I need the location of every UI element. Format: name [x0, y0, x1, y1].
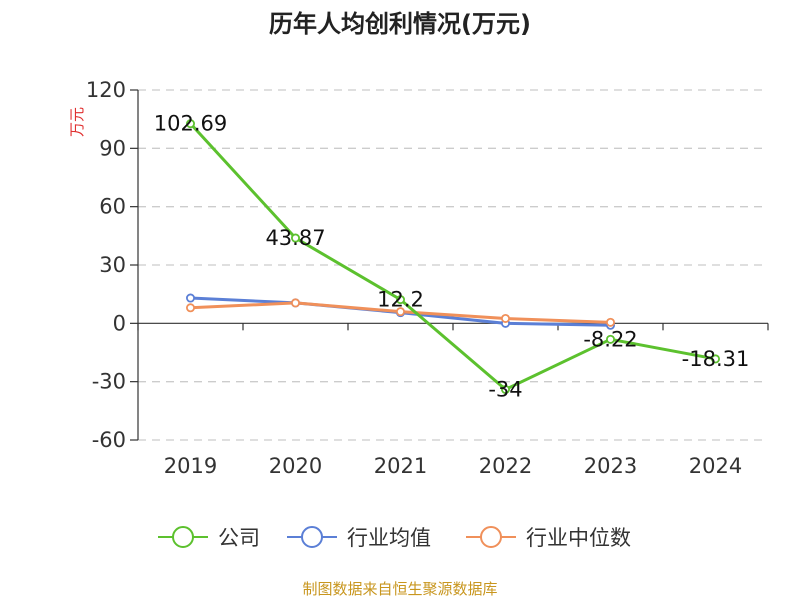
data-label: -18.31	[682, 347, 750, 371]
data-point	[395, 307, 405, 317]
x-tick-label: 2022	[479, 454, 532, 478]
data-point	[185, 119, 195, 129]
y-tick-label: 60	[99, 195, 126, 219]
data-point	[606, 317, 616, 327]
data-point	[500, 313, 510, 323]
data-point	[395, 295, 405, 305]
chart-title: 历年人均创利情况(万元)	[269, 10, 531, 38]
y-tick-label: -60	[92, 428, 126, 452]
x-tick-label: 2024	[689, 454, 742, 478]
y-tick-label: 120	[86, 78, 126, 102]
y-axis-label: 万元	[68, 107, 86, 137]
legend-marker	[172, 526, 194, 548]
series-points	[185, 119, 721, 394]
legend-label: 行业均值	[347, 526, 431, 550]
data-label: -8.22	[583, 327, 637, 351]
y-tick-label: 0	[113, 311, 126, 335]
data-label: 43.87	[265, 226, 325, 250]
data-point	[290, 298, 300, 308]
gridlines	[138, 89, 768, 441]
x-tick-label: 2019	[164, 454, 217, 478]
legend-label: 公司	[218, 526, 260, 550]
legend: 公司 行业均值 行业中位数	[158, 526, 631, 550]
data-point	[185, 293, 195, 303]
x-tick-label: 2023	[584, 454, 637, 478]
series-line	[189, 122, 716, 391]
y-tick-labels: 120 90 60 30 0 -30 -60	[86, 78, 126, 452]
data-point	[606, 334, 616, 344]
y-tick-label: 90	[99, 136, 126, 160]
x-tick-labels: 2019 2020 2021 2022 2023 2024	[164, 454, 742, 478]
axes	[130, 89, 769, 441]
data-point	[711, 354, 721, 364]
x-tick-label: 2021	[374, 454, 427, 478]
data-labels: 102.69 43.87 12.2 -34 -8.22 -18.31	[154, 112, 750, 402]
legend-marker	[480, 526, 502, 548]
legend-label: 行业中位数	[526, 526, 631, 550]
data-point	[185, 303, 195, 313]
data-label: -34	[488, 377, 522, 401]
data-point	[500, 384, 510, 394]
data-label: 12.2	[377, 288, 424, 312]
source-note: 制图数据来自恒生聚源数据库	[302, 580, 497, 598]
y-tick-label: 30	[99, 253, 126, 277]
y-tick-label: -30	[92, 370, 126, 394]
data-label: 102.69	[154, 112, 227, 136]
x-tick-label: 2020	[269, 454, 322, 478]
data-point	[290, 233, 300, 243]
legend-marker	[301, 526, 323, 548]
